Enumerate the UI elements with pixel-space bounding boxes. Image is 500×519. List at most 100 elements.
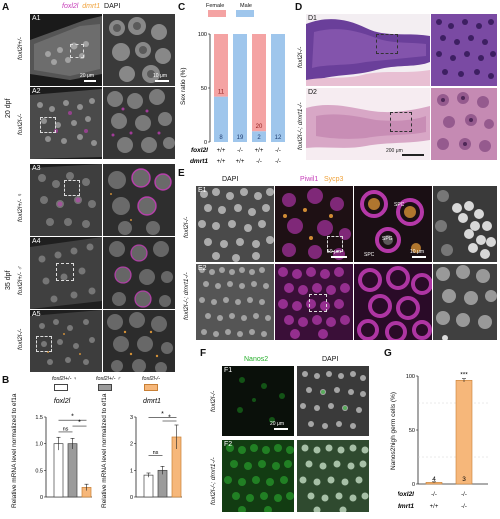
panel-c-ylabel: Sex ratio (%) <box>180 67 187 105</box>
scale-bar <box>412 256 426 258</box>
foxl2l-genotype: -/- <box>461 492 467 498</box>
male-bar <box>271 34 285 142</box>
chart-c-sex-ratio: 0 50 100 11 8 +/+ +/+ 19 -/- +/+ 20 2 +/+ -/- 12 -/- -/-… <box>190 32 285 165</box>
y-tick-label: 3 <box>130 415 133 421</box>
legend-label: foxl2l-/- <box>142 376 161 382</box>
e1-tag: E1 <box>198 187 207 194</box>
scale-bar <box>155 80 169 82</box>
chart-b-dmrt1: dmrt1 0 1 2 3 ns * * <box>130 398 182 501</box>
zoom-box <box>70 44 84 58</box>
male-count: 19 <box>237 135 244 141</box>
f2-genotype: foxl2l-/-; dmrt1-/- <box>210 457 217 505</box>
bar <box>143 474 154 498</box>
y-tick-label: 50 <box>409 428 415 434</box>
e-header-dapi: DAPI <box>222 176 239 183</box>
zoom-box <box>390 112 412 132</box>
dmrt1-genotype: -/- <box>275 159 281 165</box>
foxl2l-genotype: +/+ <box>217 148 226 154</box>
legend-swatch <box>144 384 158 391</box>
panel-b-label: B <box>2 375 10 386</box>
panel-e-label: E <box>178 168 185 179</box>
row-a2-tag: A2 <box>32 88 41 95</box>
male-count: 8 <box>219 135 223 141</box>
male-count: 2 <box>257 135 261 141</box>
zoom-box <box>36 336 52 352</box>
scale-bar <box>274 428 288 430</box>
legend-female-label: Female <box>206 3 225 9</box>
panel-g-ylabel: Nanos2high germ cells (%) <box>390 391 397 470</box>
row-a5-tag: A5 <box>32 311 41 318</box>
zoom-box <box>376 34 398 54</box>
chart-g-nanos2: 0 50 100 4 -/- +/+ 3 -/- -/- *** foxl2l dmrt1 <box>398 372 488 510</box>
micrograph-a1-right: 10 μm <box>103 14 175 86</box>
micrograph-a4-left: A4 <box>30 237 102 309</box>
row-a4-genotype: foxl2l+/- ♂ <box>17 265 24 295</box>
sig-label: *** <box>460 372 468 379</box>
dmrt1-genotype: -/- <box>461 504 467 510</box>
foxl2l-genotype: +/+ <box>255 148 264 154</box>
dmrt1-genotype: +/+ <box>217 159 226 165</box>
y-tick-label: 0.5 <box>35 468 43 474</box>
zoom-box <box>327 236 343 252</box>
foxl2l-genotype: -/- <box>237 148 243 154</box>
scale-label: 10 μm <box>410 249 424 255</box>
row-label-foxl2l: foxl2l <box>398 491 414 498</box>
zoom-box <box>40 117 56 133</box>
y-tick-label: 0 <box>40 495 43 501</box>
sig-label: * <box>161 411 164 418</box>
e1-genotype: foxl2l-/- <box>183 216 190 238</box>
y-tick-label: 1 <box>130 468 133 474</box>
bar <box>67 443 78 498</box>
cell-label-spc-2: SPC <box>364 252 375 258</box>
d2-genotype: foxl2l-/-; dmrt1-/- <box>297 102 304 150</box>
chart-title: foxl2l <box>54 398 71 405</box>
scale-bar <box>331 256 347 258</box>
e-header-sycp3: Sycp3 <box>324 176 344 183</box>
female-bar <box>252 34 266 132</box>
male-bar <box>252 131 266 142</box>
panel-b-legend: foxl2l+/- ♀ foxl2l+/- ♂ foxl2l-/- <box>50 376 200 394</box>
panel-d-label: D <box>295 2 303 13</box>
row-a1-genotype: foxl2l+/- <box>17 37 24 60</box>
f1-genotype: foxl2l-/- <box>210 390 217 412</box>
d1-tag: D1 <box>308 15 317 22</box>
e2-zoom <box>354 264 432 340</box>
scale-label: 20 μm <box>80 73 94 79</box>
micrograph-a4-right <box>103 237 175 309</box>
dmrt1-genotype: -/- <box>256 159 262 165</box>
panel-a-label: A <box>2 2 10 13</box>
header-dmrt1: dmrt1 <box>82 3 101 10</box>
e-header-piwil1: Piwil1 <box>300 176 319 183</box>
y-tick-label: 50 <box>201 86 207 92</box>
f2-dapi <box>297 440 369 512</box>
f1-dapi <box>297 366 369 436</box>
foxl2l-genotype: -/- <box>275 148 281 154</box>
y-tick-label: 2 <box>130 442 133 448</box>
e1-zoom: SPC SPG SPC 10 μm <box>354 186 432 262</box>
scale-label: 50 μm <box>327 249 341 255</box>
micrograph-a1-left: A1 20 μm <box>30 14 102 86</box>
row-a3-tag: A3 <box>32 165 41 172</box>
group-35dpf-label: 35 dpf <box>5 270 12 290</box>
legend-male-swatch <box>236 10 254 17</box>
foxl2l-genotype: -/- <box>431 492 437 498</box>
sig-label: * <box>78 420 81 427</box>
row-label-foxl2l: foxl2l <box>191 147 208 154</box>
male-count: 12 <box>275 135 282 141</box>
scale-bar <box>84 80 96 82</box>
y-tick-label: 100 <box>406 374 415 380</box>
y-tick-label: 0 <box>412 482 415 488</box>
micrograph-a2-right <box>103 87 175 159</box>
e2-genotype: foxl2l-/-; dmrt1-/- <box>183 272 190 320</box>
dmrt1-genotype: +/+ <box>236 159 245 165</box>
panel-b-ylabel-2: Relative mRNA level normalized to ef1a <box>101 393 108 508</box>
chart-b-foxl2l: foxl2l 00.51.01.5ns** <box>35 398 92 501</box>
d1-genotype: foxl2l-/- <box>297 46 304 68</box>
row-label-dmrt1: dmrt1 <box>190 158 208 165</box>
row-a2-genotype: foxl2l-/- <box>17 113 24 135</box>
n-count: 4 <box>432 476 436 483</box>
y-tick-label: 100 <box>198 32 207 38</box>
panel-g-label: G <box>384 348 392 359</box>
panel-b-ylabel-1: Relative mRNA level normalized to ef1a <box>11 393 18 508</box>
n-count: 3 <box>462 476 466 483</box>
